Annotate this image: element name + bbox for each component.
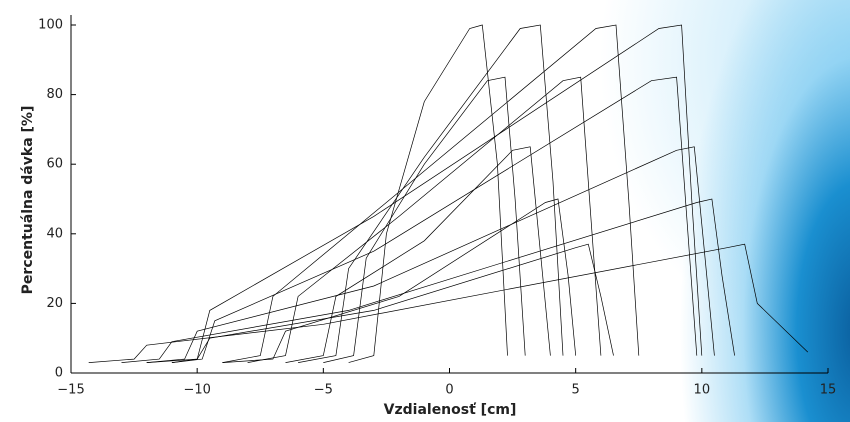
x-tick-label: 15	[820, 383, 837, 398]
x-tick-label: 5	[572, 383, 580, 398]
profile-line	[171, 24, 703, 363]
x-tick-label: −10	[183, 383, 210, 398]
profile-line	[121, 198, 735, 363]
x-tick-label: −5	[314, 383, 333, 398]
x-tick-label: 0	[445, 383, 453, 398]
profile-line	[298, 24, 564, 363]
x-tick-label: 10	[694, 383, 711, 398]
y-axis-label: Percentuálna dávka [%]	[20, 106, 36, 295]
profile-line	[285, 146, 551, 363]
profile-line	[222, 24, 640, 363]
profile-line	[171, 76, 698, 363]
profile-line	[323, 76, 526, 363]
profile-line	[146, 243, 614, 363]
profile-line	[222, 198, 577, 363]
y-tick-label: 40	[46, 226, 63, 241]
y-tick-label: 60	[46, 157, 63, 172]
y-tick-label: 0	[55, 366, 63, 381]
y-tick-label: 80	[46, 87, 63, 102]
profile-line	[88, 243, 809, 363]
profile-line	[247, 76, 602, 363]
x-tick-label: −15	[57, 383, 84, 398]
x-axis-label: Vzdialenosť [cm]	[384, 402, 517, 418]
y-tick-label: 20	[46, 296, 63, 311]
profile-line	[146, 146, 715, 363]
y-tick-label: 100	[38, 18, 63, 33]
profile-line	[348, 24, 508, 363]
